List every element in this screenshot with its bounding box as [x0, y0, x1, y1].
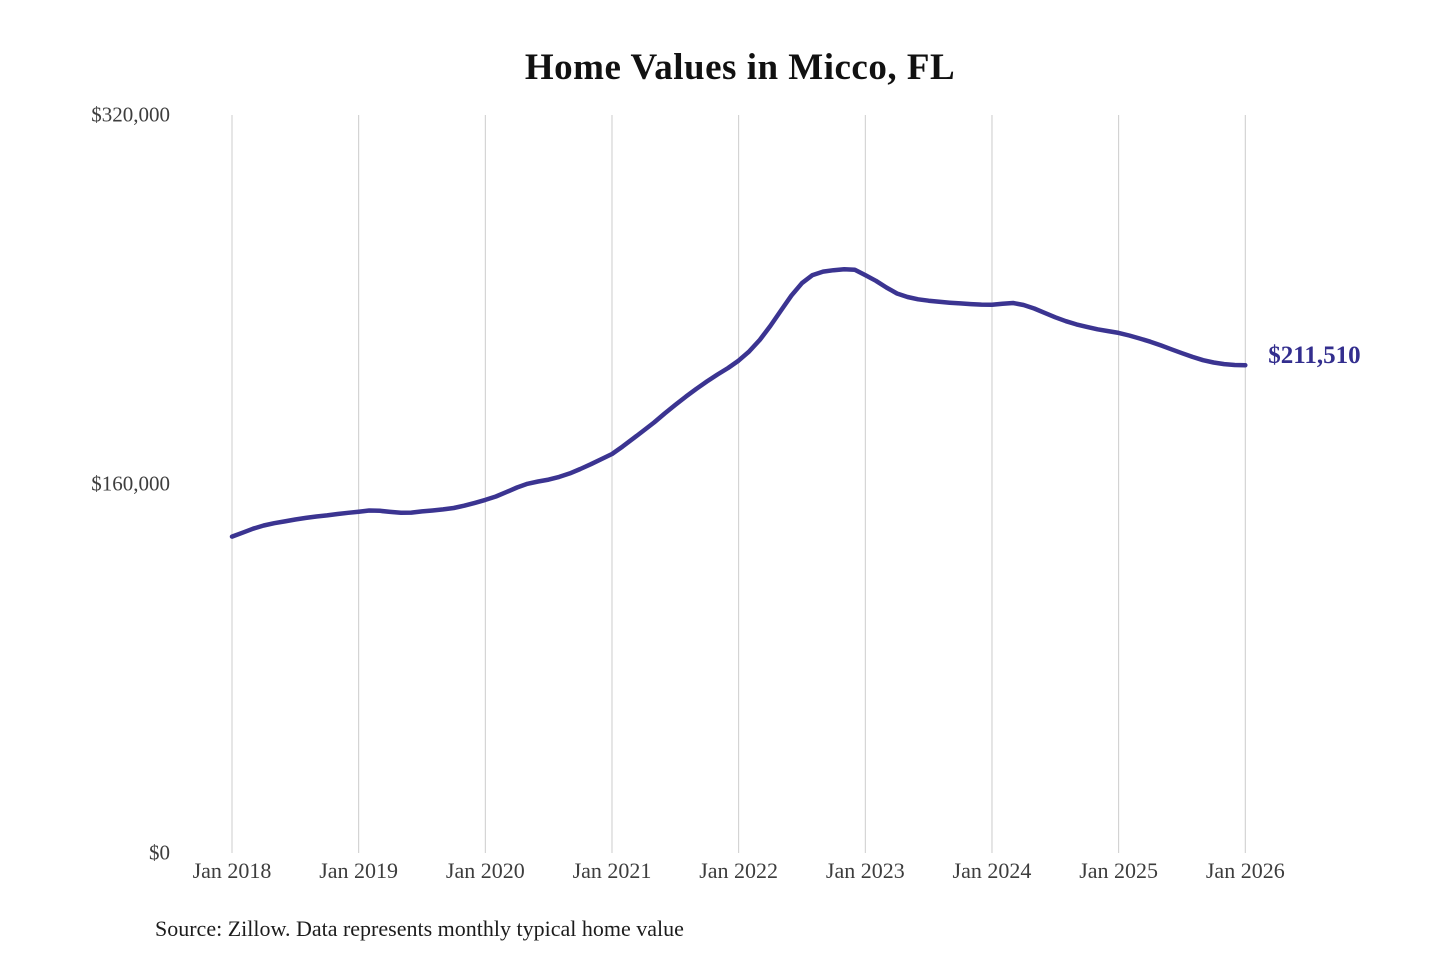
home-value-line-series [229, 267, 1248, 539]
y-axis-tick-label: $320,000 [91, 102, 170, 127]
x-axis-tick-label: Jan 2023 [825, 858, 905, 883]
y-axis-tick-label: $0 [149, 840, 170, 865]
gridlines-group [231, 115, 1246, 853]
x-axis-tick-label: Jan 2024 [952, 858, 1032, 883]
x-axis-tick-label: Jan 2022 [699, 858, 779, 883]
x-axis-tick-label: Jan 2025 [1079, 858, 1159, 883]
x-axis-tick-label: Jan 2018 [192, 858, 272, 883]
source-caption: Source: Zillow. Data represents monthly … [155, 916, 684, 941]
x-axis-tick-label: Jan 2020 [445, 858, 525, 883]
x-axis-tick-label: Jan 2026 [1205, 858, 1285, 883]
chart-title: Home Values in Micco, FL [524, 47, 956, 88]
current-value-label: $211,510 [1268, 342, 1361, 370]
x-axis-tick-label: Jan 2019 [319, 858, 399, 883]
y-axis-tick-label: $160,000 [91, 471, 170, 496]
x-axis-tick-label: Jan 2021 [572, 858, 652, 883]
